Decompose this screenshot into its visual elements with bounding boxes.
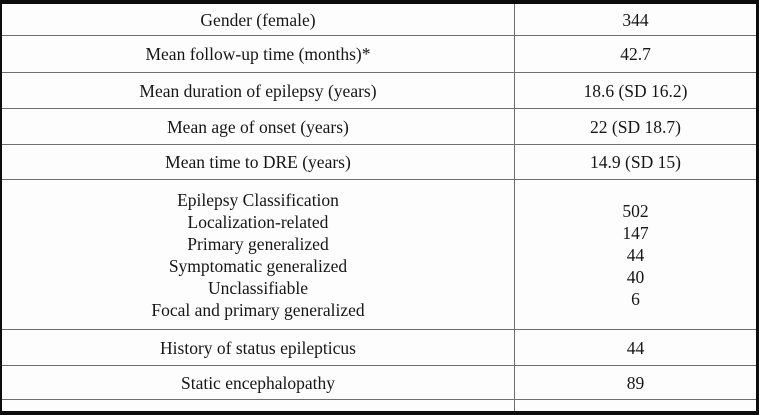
row-label-cell: Static encephalopathy xyxy=(2,366,515,399)
row-label-text: Mean time to DRE (years) xyxy=(165,152,351,172)
classification-value: 40 xyxy=(626,266,645,287)
row-value-cell: 42.7 xyxy=(515,36,756,72)
row-value-text: 22 (SD 18.7) xyxy=(590,116,681,137)
classification-item: Primary generalized xyxy=(187,233,329,254)
table-row: Mean age of onset (years) 22 (SD 18.7) xyxy=(2,108,756,144)
row-label-text: Mean follow-up time (months)* xyxy=(145,44,371,64)
row-label-text: Mean age of onset (years) xyxy=(167,116,349,137)
row-label-cell: Epilepsy Classification Localization-rel… xyxy=(2,180,515,329)
row-value-cell: 344 xyxy=(515,4,756,35)
classification-value: 147 xyxy=(622,222,649,243)
row-label-cell xyxy=(2,400,515,411)
classification-value: 502 xyxy=(622,200,649,221)
row-label-cell: Mean time to DRE (years) xyxy=(2,145,515,179)
classification-value: 44 xyxy=(626,244,645,265)
classification-item: Localization-related xyxy=(187,211,329,232)
row-label-text: Gender (female) xyxy=(200,9,316,30)
row-value-text: 89 xyxy=(626,372,645,393)
row-value-text: 14.9 (SD 15) xyxy=(590,152,681,172)
row-label-text: History of status epilepticus xyxy=(160,337,356,358)
row-label-cell: Mean duration of epilepsy (years) xyxy=(2,73,515,108)
row-label-text: Mean duration of epilepsy (years) xyxy=(139,80,377,101)
row-value-cell: 22 (SD 18.7) xyxy=(515,109,756,144)
row-value-cell xyxy=(515,400,756,411)
table-row-epilepsy-classification: Epilepsy Classification Localization-rel… xyxy=(2,179,756,329)
classification-heading: Epilepsy Classification xyxy=(177,189,339,210)
row-value-text: 344 xyxy=(622,9,649,30)
row-value-cell: 44 xyxy=(515,330,756,365)
row-label-text: Static encephalopathy xyxy=(180,372,336,393)
table-row: Mean time to DRE (years) 14.9 (SD 15) xyxy=(2,144,756,179)
row-value-cell: 18.6 (SD 16.2) xyxy=(515,73,756,108)
table-row-empty xyxy=(2,399,756,411)
row-value-text: 42.7 xyxy=(620,44,651,64)
row-value-cell: 14.9 (SD 15) xyxy=(515,145,756,179)
row-value-cell: 89 xyxy=(515,366,756,399)
row-label-cell: History of status epilepticus xyxy=(2,330,515,365)
classification-item: Symptomatic generalized xyxy=(168,255,348,276)
table-row: Gender (female) 344 xyxy=(2,4,756,35)
classification-item: Unclassifiable xyxy=(207,277,309,298)
table-row: Static encephalopathy 89 xyxy=(2,365,756,399)
row-value-text: 44 xyxy=(626,337,645,358)
row-value-cell: 502 147 44 40 6 xyxy=(515,180,756,329)
classification-value: 6 xyxy=(631,288,640,309)
table-row: Mean duration of epilepsy (years) 18.6 (… xyxy=(2,72,756,108)
row-value-text: 18.6 (SD 16.2) xyxy=(583,80,688,101)
classification-item: Focal and primary generalized xyxy=(151,299,365,320)
table-row: History of status epilepticus 44 xyxy=(2,329,756,365)
row-label-cell: Mean follow-up time (months)* xyxy=(2,36,515,72)
row-label-cell: Gender (female) xyxy=(2,4,515,35)
row-label-cell: Mean age of onset (years) xyxy=(2,109,515,144)
table-row: Mean follow-up time (months)* 42.7 xyxy=(2,35,756,72)
